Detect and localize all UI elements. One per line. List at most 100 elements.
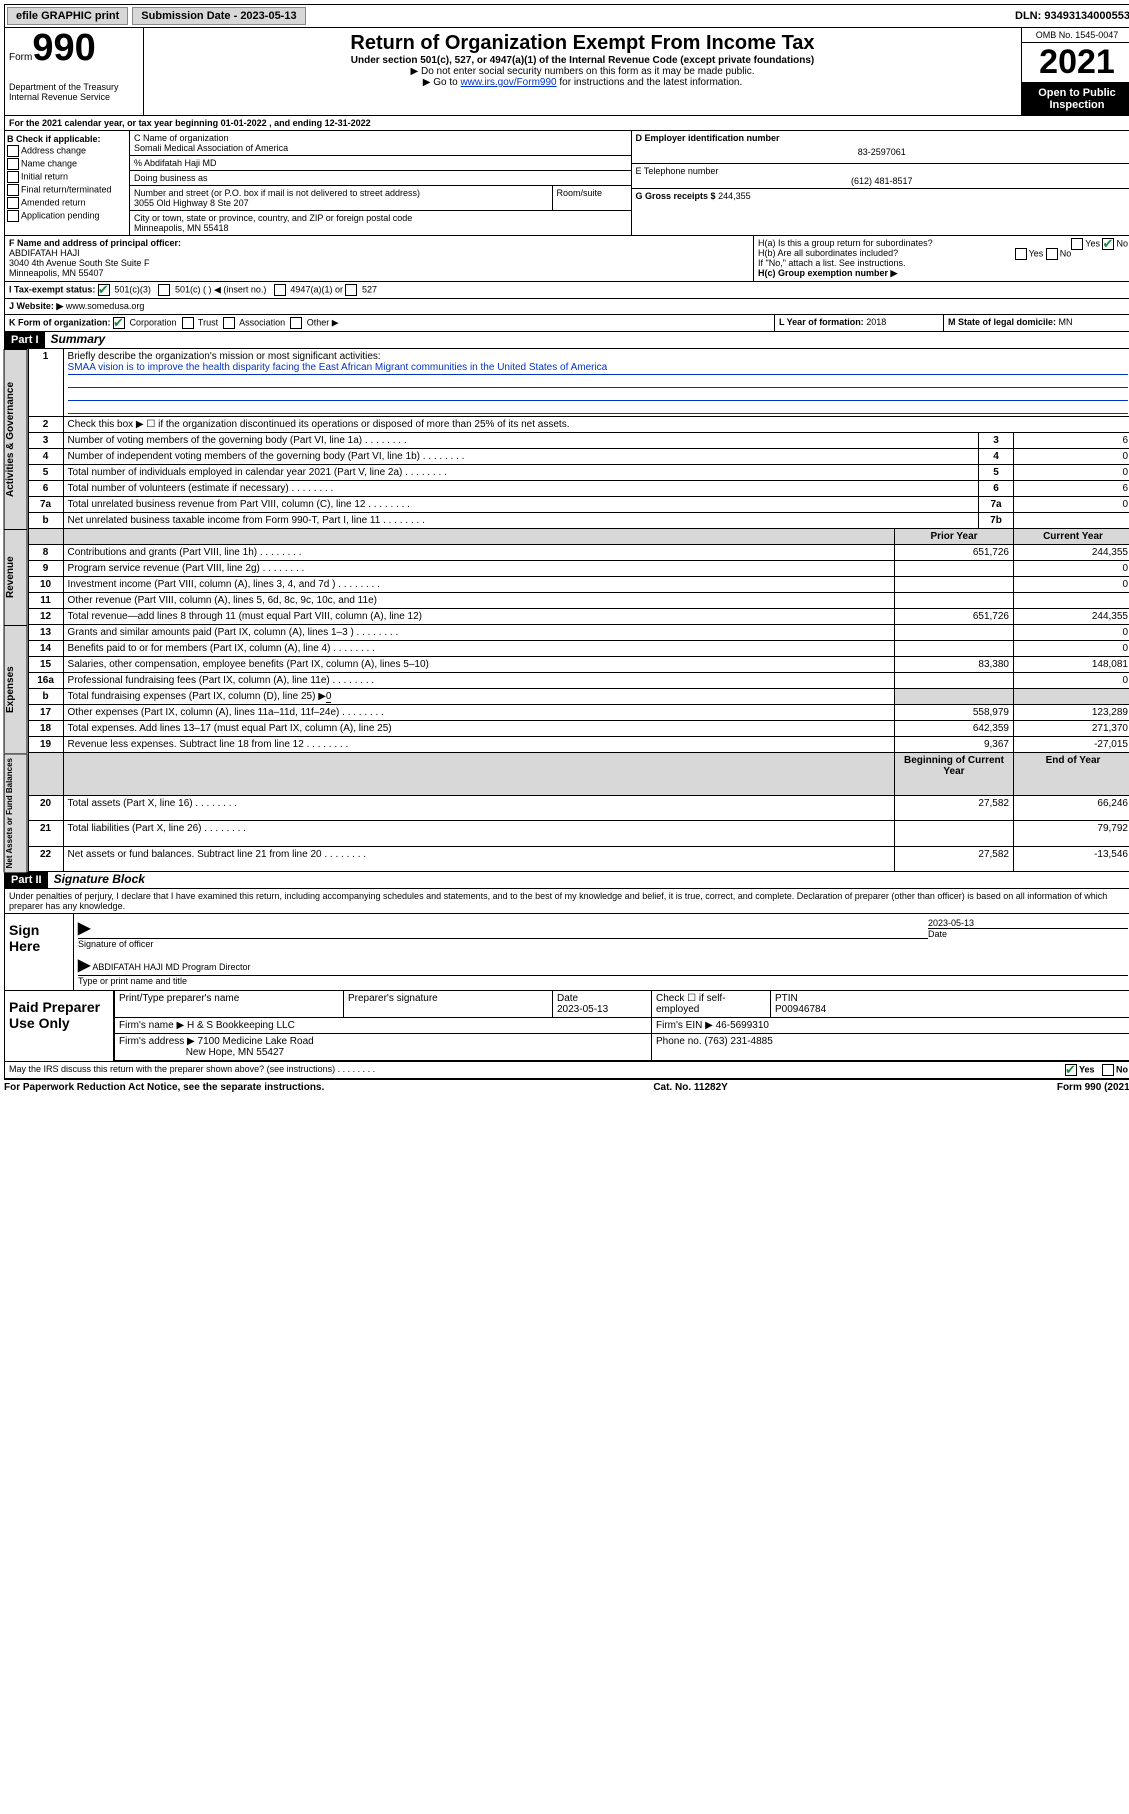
discuss-no-lbl: No — [1116, 1065, 1128, 1075]
penalties-row: Under penalties of perjury, I declare th… — [4, 889, 1129, 914]
website-val: www.somedusa.org — [66, 301, 145, 311]
check-501c3[interactable] — [98, 284, 110, 296]
py8: 651,726 — [895, 545, 1014, 561]
m-lbl: M State of legal domicile: — [948, 317, 1056, 327]
l8: Contributions and grants (Part VIII, lin… — [68, 547, 302, 558]
col3: 2023-05-13 — [557, 1004, 608, 1015]
paid-table: Print/Type preparer's name Preparer's si… — [114, 991, 1129, 1061]
paid-area: Paid Preparer Use Only Print/Type prepar… — [4, 991, 1129, 1062]
submission-date-button[interactable]: Submission Date - 2023-05-13 — [132, 7, 305, 25]
form-header: Form990 Department of the Treasury Inter… — [4, 28, 1129, 116]
hdr-py: Prior Year — [895, 529, 1014, 545]
l9: Program service revenue (Part VIII, line… — [68, 563, 305, 574]
part1-hdr: Part I — [5, 332, 45, 348]
i-lbl: I Tax-exempt status: — [9, 284, 95, 294]
lbl-pending: Application pending — [21, 210, 100, 220]
mission-blank1 — [68, 375, 1128, 388]
j-lbl: J Website: ▶ — [9, 301, 63, 311]
footer: For Paperwork Reduction Act Notice, see … — [4, 1079, 1129, 1093]
check-4947[interactable] — [274, 284, 286, 296]
py12: 651,726 — [895, 609, 1014, 625]
k-lbl: K Form of organization: — [9, 317, 111, 327]
line-a: For the 2021 calendar year, or tax year … — [4, 116, 1129, 131]
mission-text: SMAA vision is to improve the health dis… — [68, 362, 1128, 375]
l5-txt: Total number of individuals employed in … — [68, 467, 447, 478]
firm-addr-lbl: Firm's address ▶ — [119, 1036, 195, 1047]
opt-4947: 4947(a)(1) or — [290, 284, 343, 294]
check-pending[interactable] — [7, 210, 19, 222]
section-b-hdr: B Check if applicable: — [7, 134, 127, 144]
ha-yes[interactable] — [1071, 238, 1083, 250]
c-name-lbl: C Name of organization — [134, 133, 627, 143]
check-amended[interactable] — [7, 197, 19, 209]
ein-lbl: Firm's EIN ▶ — [656, 1020, 713, 1031]
check-501c[interactable] — [158, 284, 170, 296]
v7a: 0 — [1014, 497, 1129, 513]
note-pre: ▶ Go to — [423, 77, 461, 88]
check-address[interactable] — [7, 145, 19, 157]
opt-corp: Corporation — [130, 317, 177, 327]
check-assoc[interactable] — [223, 317, 235, 329]
firm-phone: (763) 231-4885 — [704, 1036, 772, 1047]
l2-txt: Check this box ▶ ☐ if the organization d… — [63, 417, 1129, 433]
hdr-b: Beginning of Current Year — [895, 753, 1014, 795]
form-subtitle: Under section 501(c), 527, or 4947(a)(1)… — [148, 55, 1017, 66]
addr-lbl: Number and street (or P.O. box if mail i… — [134, 188, 548, 198]
check-corp[interactable] — [113, 317, 125, 329]
header-right: OMB No. 1545-0047 2021 Open to Public In… — [1021, 28, 1129, 115]
ha-yes-lbl: Yes — [1085, 238, 1100, 248]
ein-val: 83-2597061 — [636, 143, 1129, 161]
py14 — [895, 641, 1014, 657]
v6: 6 — [1014, 481, 1129, 497]
check-other[interactable] — [290, 317, 302, 329]
part2-hdr-row: Part II Signature Block — [4, 872, 1129, 889]
room-lbl: Room/suite — [553, 186, 631, 210]
discuss-yes[interactable] — [1065, 1064, 1077, 1076]
cy15: 148,081 — [1014, 657, 1129, 673]
exp-block: Expenses 13Grants and similar amounts pa… — [4, 625, 1129, 753]
cy8: 244,355 — [1014, 545, 1129, 561]
net-block: Net Assets or Fund Balances Beginning of… — [4, 753, 1129, 872]
street-addr: 3055 Old Highway 8 Ste 207 — [134, 198, 548, 208]
check-527[interactable] — [345, 284, 357, 296]
hb-no[interactable] — [1046, 248, 1058, 260]
firm-addr1: 7100 Medicine Lake Road — [198, 1036, 314, 1047]
hb-yes-lbl: Yes — [1029, 248, 1044, 258]
firm-addr2: New Hope, MN 55427 — [186, 1047, 284, 1058]
l3-txt: Number of voting members of the governin… — [68, 435, 407, 446]
check-final[interactable] — [7, 184, 19, 196]
d-lbl: D Employer identification number — [636, 133, 1129, 143]
cy16a: 0 — [1014, 673, 1129, 689]
gov-table: 1 Briefly describe the organization's mi… — [28, 349, 1129, 529]
discuss-no[interactable] — [1102, 1064, 1114, 1076]
efile-button[interactable]: efile GRAPHIC print — [7, 7, 128, 25]
net-table: Beginning of Current YearEnd of Year 20T… — [28, 753, 1129, 872]
l20: Total assets (Part X, line 16) — [68, 798, 238, 809]
l-val: 2018 — [866, 317, 886, 327]
l10: Investment income (Part VIII, column (A)… — [68, 579, 380, 590]
officer-addr1: 3040 4th Avenue South Ste Suite F — [9, 258, 749, 268]
hb-yes[interactable] — [1015, 248, 1027, 260]
col5-lbl: PTIN — [775, 993, 798, 1004]
irs-link[interactable]: www.irs.gov/Form990 — [460, 77, 556, 88]
l14: Benefits paid to or for members (Part IX… — [68, 643, 375, 654]
b22: 27,582 — [895, 846, 1014, 872]
cy19: -27,015 — [1014, 737, 1129, 753]
section-j: J Website: ▶ www.somedusa.org — [4, 299, 1129, 315]
check-initial[interactable] — [7, 171, 19, 183]
l16b-val: 0 — [326, 691, 332, 703]
l16b-pre: Total fundraising expenses (Part IX, col… — [68, 691, 326, 702]
hb-no-lbl: No — [1060, 248, 1072, 258]
discuss-yes-lbl: Yes — [1079, 1065, 1095, 1075]
hb-note: If "No," attach a list. See instructions… — [758, 258, 1128, 268]
check-name[interactable] — [7, 158, 19, 170]
note-link: ▶ Go to www.irs.gov/Form990 for instruct… — [148, 77, 1017, 88]
part1-hdr-row: Part I Summary — [4, 332, 1129, 349]
l18: Total expenses. Add lines 13–17 (must eq… — [68, 723, 392, 734]
py19: 9,367 — [895, 737, 1014, 753]
py16a — [895, 673, 1014, 689]
arrow-icon: ▶ — [78, 920, 90, 937]
check-trust[interactable] — [182, 317, 194, 329]
g-lbl: G Gross receipts $ — [636, 191, 716, 201]
ha-no[interactable] — [1102, 238, 1114, 250]
